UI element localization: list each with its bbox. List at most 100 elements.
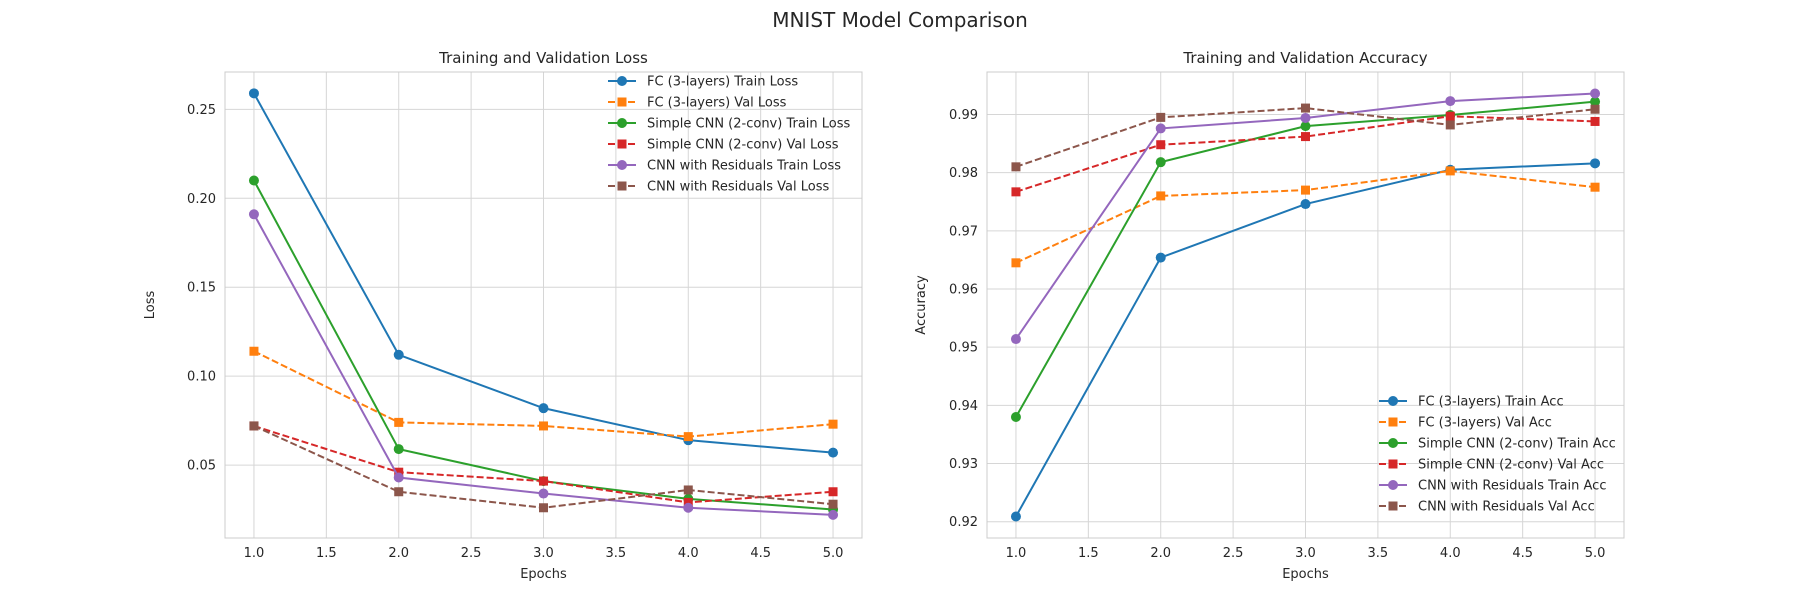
loss-data-point [393, 444, 404, 455]
loss-legend-label: Simple CNN (2-conv) Val Loss [647, 138, 839, 153]
loss-x-tick-label: 5.0 [823, 546, 844, 561]
loss-y-tick-label: 0.05 [187, 459, 216, 474]
acc-x-tick-label: 5.0 [1585, 546, 1606, 561]
acc-axes-frame [986, 71, 1625, 539]
loss-data-point [828, 509, 839, 520]
acc-data-point [1010, 334, 1021, 345]
acc-data-point [1155, 157, 1166, 168]
acc-y-tick-label: 0.95 [949, 341, 978, 356]
acc-legend-marker [1388, 480, 1398, 490]
acc-data-point [1590, 104, 1600, 114]
acc-data-point [1301, 185, 1310, 195]
loss-data-point [394, 487, 404, 497]
acc-data-point [1445, 111, 1455, 121]
acc-data-point [1155, 252, 1166, 263]
acc-legend-marker [1388, 501, 1398, 511]
loss-data-point [249, 421, 259, 431]
loss-x-tick-label: 2.0 [388, 546, 409, 561]
loss-axes-frame [224, 71, 863, 539]
loss-data-point [538, 403, 549, 414]
acc-data-point [1300, 121, 1311, 132]
acc-x-tick-label: 2.5 [1223, 546, 1244, 561]
acc-legend-marker [1388, 459, 1398, 469]
loss-legend-marker [617, 139, 627, 149]
acc-y-tick-label: 0.92 [949, 515, 978, 530]
acc-chart-title: Training and Validation Accuracy [1182, 49, 1427, 67]
acc-legend-label: Simple CNN (2-conv) Val Acc [1418, 458, 1604, 473]
acc-data-point [1445, 96, 1456, 107]
loss-x-tick-label: 1.0 [244, 546, 265, 561]
loss-data-point [828, 447, 839, 458]
acc-legend-label: Simple CNN (2-conv) Train Acc [1418, 437, 1616, 452]
loss-x-tick-label: 3.0 [533, 546, 554, 561]
acc-y-tick-label: 0.96 [949, 283, 978, 298]
acc-data-point [1301, 103, 1310, 113]
loss-x-axis-label: Epochs [520, 567, 567, 582]
acc-y-tick-label: 0.93 [949, 457, 978, 472]
loss-data-point [539, 476, 548, 486]
acc-y-tick-label: 0.98 [949, 166, 978, 181]
loss-data-point [683, 485, 693, 495]
loss-chart-title: Training and Validation Loss [438, 49, 648, 67]
loss-data-point [393, 472, 404, 483]
loss-y-tick-label: 0.10 [187, 370, 216, 385]
acc-data-point [1300, 112, 1311, 123]
loss-y-tick-label: 0.15 [187, 281, 216, 296]
acc-data-point [1301, 132, 1310, 142]
loss-legend-label: CNN with Residuals Train Loss [647, 159, 841, 174]
acc-x-tick-label: 4.0 [1440, 546, 1461, 561]
acc-y-tick-label: 0.99 [949, 108, 978, 123]
loss-data-point [248, 209, 259, 220]
loss-legend-label: FC (3-layers) Train Loss [647, 75, 798, 90]
loss-legend-marker [617, 97, 627, 107]
acc-data-point [1011, 162, 1021, 172]
acc-data-point [1155, 123, 1166, 134]
loss-legend-label: FC (3-layers) Val Loss [647, 96, 787, 111]
loss-data-point [828, 499, 838, 509]
loss-y-tick-label: 0.20 [187, 192, 216, 207]
acc-data-point [1445, 120, 1455, 130]
acc-x-tick-label: 1.0 [1006, 546, 1027, 561]
acc-legend-marker [1388, 438, 1398, 448]
acc-data-point [1010, 511, 1021, 522]
acc-x-tick-label: 1.5 [1078, 546, 1099, 561]
acc-legend-label: CNN with Residuals Train Acc [1418, 479, 1606, 494]
figure-suptitle: MNIST Model Comparison [772, 8, 1028, 32]
accuracy-chart: 1.0 1.5 2.0 2.5 3.0 3.5 4.0 4.5 5.0 0.92 0.93 0.94 0… [914, 49, 1625, 582]
loss-y-tick-label: 0.25 [187, 103, 216, 118]
acc-data-point [1300, 199, 1311, 210]
acc-legend-marker [1388, 396, 1398, 406]
acc-data-point [1590, 96, 1601, 107]
acc-legend-label: CNN with Residuals Val Acc [1418, 500, 1595, 515]
acc-data-point [1590, 116, 1600, 126]
loss-data-point [394, 417, 404, 427]
acc-legend-label: FC (3-layers) Val Acc [1418, 416, 1552, 431]
acc-x-tick-label: 4.5 [1512, 546, 1533, 561]
acc-data-point [1590, 88, 1601, 99]
loss-x-tick-label: 4.0 [678, 546, 699, 561]
acc-legend-label: FC (3-layers) Train Acc [1418, 395, 1564, 410]
loss-series-line [253, 424, 834, 504]
loss-legend-label: Simple CNN (2-conv) Train Loss [647, 117, 851, 132]
acc-x-axis-label: Epochs [1282, 567, 1329, 582]
loss-data-point [538, 488, 549, 499]
acc-x-tick-label: 2.0 [1150, 546, 1171, 561]
loss-legend-marker [617, 160, 627, 170]
loss-data-point [539, 421, 548, 431]
loss-x-tick-label: 3.5 [606, 546, 627, 561]
loss-data-point [683, 497, 693, 507]
loss-data-point [828, 419, 838, 429]
acc-series-line [1015, 115, 1596, 193]
acc-series-line [1015, 107, 1596, 168]
acc-data-point [1011, 187, 1021, 197]
loss-x-tick-label: 1.5 [316, 546, 337, 561]
loss-legend-label: CNN with Residuals Val Loss [647, 180, 830, 195]
loss-y-axis-label: Loss [143, 291, 158, 320]
acc-legend-marker [1388, 417, 1398, 427]
acc-y-tick-label: 0.94 [949, 399, 978, 414]
loss-x-tick-label: 2.5 [461, 546, 482, 561]
acc-data-point [1011, 258, 1021, 268]
loss-chart: 1.0 1.5 2.0 2.5 3.0 3.5 4.0 4.5 5.0 0.05 0.10 0.15 0… [143, 49, 863, 582]
loss-x-tick-label: 4.5 [750, 546, 771, 561]
